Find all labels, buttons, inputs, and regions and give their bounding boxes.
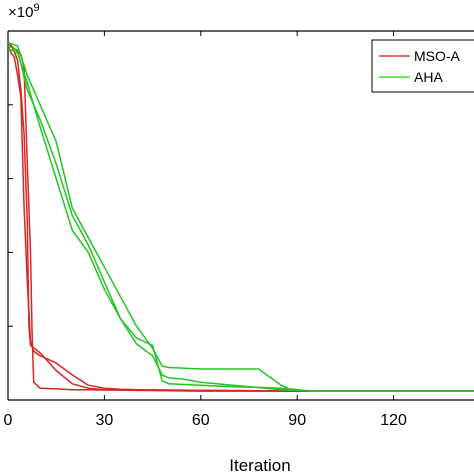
series-line-aha-4 bbox=[7, 42, 474, 392]
y-exponent-label: ×109 bbox=[8, 2, 40, 21]
x-axis-label: Iteration bbox=[229, 456, 290, 474]
series-layer bbox=[7, 40, 474, 392]
legend-label: AHA bbox=[414, 69, 443, 85]
series-line-aha-5 bbox=[7, 48, 474, 392]
legend-label: MSO-A bbox=[414, 48, 461, 64]
legend-box bbox=[371, 39, 474, 93]
legend: MSO-A AHA bbox=[371, 39, 474, 93]
series-line-aha-6 bbox=[7, 45, 474, 392]
series-line-mso-a-3 bbox=[7, 40, 474, 392]
ticks: 0 30 60 90 120 bbox=[4, 31, 407, 429]
x-tick-label: 60 bbox=[192, 412, 210, 429]
x-tick-label: 0 bbox=[4, 412, 13, 429]
x-tick-label: 90 bbox=[288, 412, 306, 429]
x-tick-label: 120 bbox=[380, 412, 407, 429]
x-tick-label: 30 bbox=[96, 412, 114, 429]
axes bbox=[7, 30, 474, 401]
